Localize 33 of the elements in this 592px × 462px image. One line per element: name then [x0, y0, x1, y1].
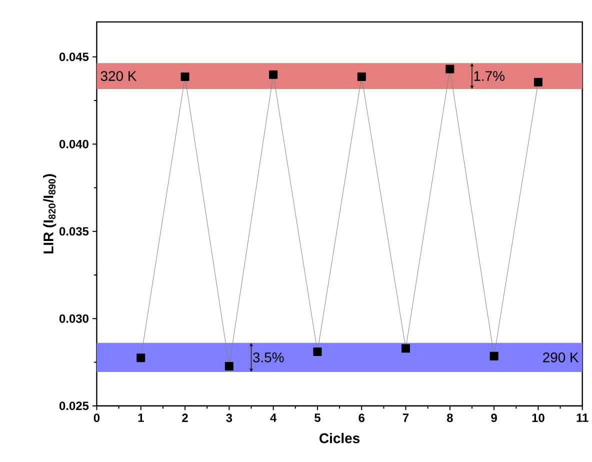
- x-tick-label: 8: [446, 414, 453, 422]
- y-tick-label: 0.040: [59, 140, 88, 148]
- point: [313, 348, 322, 356]
- point: [224, 362, 234, 371]
- point: [402, 344, 410, 353]
- band-label: 290 K: [543, 352, 579, 363]
- point: [269, 70, 278, 80]
- point: [534, 78, 542, 87]
- x-tick-label: 1: [138, 414, 144, 422]
- x-tick-label: 0: [94, 414, 100, 422]
- x-tick-label: 9: [491, 414, 497, 422]
- annotation: 3.5%: [252, 352, 284, 363]
- y-axis-title: LIR (I$_{820}$/I$_{890}$): [43, 174, 56, 254]
- y-tick-label: 0.025: [59, 402, 89, 410]
- point: [490, 352, 498, 361]
- x-tick-label: 7: [402, 414, 409, 422]
- y-tick-label: 0.035: [59, 227, 89, 236]
- point: [357, 72, 366, 82]
- y-tick-label: 0.030: [59, 314, 88, 323]
- band-label: 320 K: [100, 71, 137, 82]
- point: [446, 64, 454, 74]
- point: [180, 72, 190, 82]
- x-tick-label: 11: [576, 414, 588, 422]
- x-tick-label: 2: [182, 414, 188, 422]
- x-axis-title: Cicles: [320, 433, 360, 444]
- annotation: 1.7%: [474, 71, 504, 82]
- y-tick-label: 0.045: [59, 52, 89, 62]
- point: [136, 354, 146, 362]
- x-tick-label: 10: [532, 414, 544, 422]
- x-tick-label: 4: [270, 414, 277, 422]
- x-tick-label: 5: [314, 414, 320, 422]
- x-tick-label: 6: [358, 414, 365, 422]
- x-tick-label: 3: [226, 414, 232, 422]
